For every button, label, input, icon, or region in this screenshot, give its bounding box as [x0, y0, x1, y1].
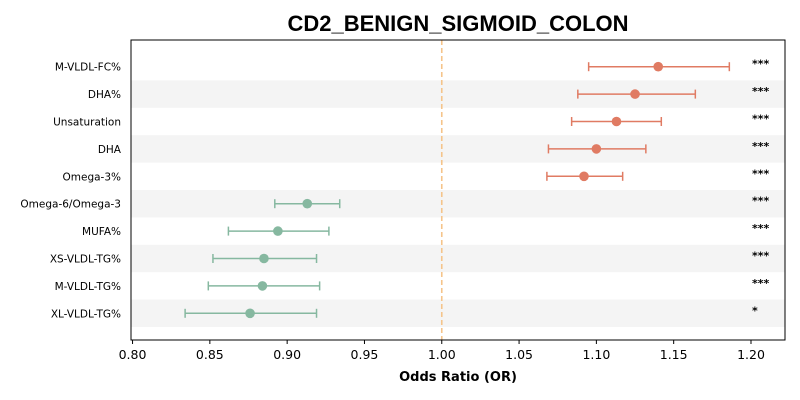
- row-label: Omega-6/Omega-3: [20, 199, 121, 211]
- x-tick-label: 1.10: [582, 347, 610, 362]
- forest-row: M-VLDL-TG% ***: [55, 277, 770, 293]
- odds-ratio-point: [653, 61, 664, 72]
- odds-ratio-point: [611, 116, 622, 127]
- x-tick-label: 0.90: [273, 347, 301, 362]
- x-axis-label: Odds Ratio (OR): [399, 370, 517, 385]
- plot-frame: [130, 39, 786, 341]
- x-tick-label: 1.15: [660, 347, 688, 362]
- row-label: M-VLDL-FC%: [55, 62, 121, 74]
- x-tick-label: 0.80: [119, 347, 147, 362]
- odds-ratio-point: [273, 226, 283, 236]
- significance-label: ***: [752, 113, 770, 126]
- odds-ratio-point: [245, 308, 255, 319]
- forest-row: MUFA% ***: [82, 222, 769, 238]
- significance-label: *: [752, 304, 758, 317]
- forest-row: Unsaturation ***: [53, 113, 769, 129]
- forest-row: Omega-3% ***: [63, 167, 770, 183]
- odds-ratio-point: [259, 253, 269, 264]
- row-label: DHA: [98, 144, 122, 156]
- odds-ratio-point: [630, 89, 640, 99]
- forest-row: XS-VLDL-TG% ***: [50, 250, 770, 266]
- x-tick-label: 1.05: [505, 347, 533, 362]
- significance-label: ***: [752, 277, 770, 290]
- row-label: XS-VLDL-TG%: [50, 254, 121, 266]
- significance-label: ***: [752, 167, 770, 180]
- row-stripes: [131, 80, 785, 327]
- significance-label: ***: [752, 140, 770, 153]
- significance-label: ***: [752, 250, 770, 263]
- significance-label: ***: [752, 58, 770, 71]
- row-label: XL-VLDL-TG%: [51, 308, 121, 320]
- odds-ratio-point: [591, 144, 602, 154]
- significance-label: ***: [752, 195, 770, 208]
- x-tick-label: 0.85: [196, 347, 224, 362]
- row-label: M-VLDL-TG%: [55, 281, 121, 293]
- x-tick-label: 0.95: [351, 347, 379, 362]
- x-axis-ticks: 0.80 0.85 0.90 0.95 1.00 1.05 1.10 1.15 1.20: [119, 340, 765, 362]
- row-label: Omega-3%: [63, 171, 122, 183]
- odds-ratio-point: [302, 198, 313, 209]
- odds-ratio-point: [257, 281, 268, 291]
- forest-row: M-VLDL-FC% ***: [55, 58, 770, 74]
- significance-label: ***: [752, 85, 770, 98]
- row-label: Unsaturation: [53, 117, 121, 129]
- x-tick-label: 1.20: [737, 347, 765, 362]
- x-tick-label: 1.00: [428, 347, 456, 362]
- row-label: MUFA%: [82, 226, 121, 238]
- data-rows: M-VLDL-FC% ***DHA% ***Unsaturation ***DHA **…: [20, 58, 769, 321]
- odds-ratio-point: [579, 171, 589, 182]
- forest-row: DHA% ***: [88, 85, 770, 101]
- forest-row: DHA ***: [98, 140, 770, 156]
- row-stripe: [131, 135, 785, 163]
- chart-title: CD2_BENIGN_SIGMOID_COLON: [287, 11, 628, 36]
- row-stripe: [131, 190, 785, 218]
- forest-row: XL-VLDL-TG% *: [51, 304, 758, 320]
- forest-row: Omega-6/Omega-3 ***: [20, 195, 769, 211]
- significance-label: ***: [752, 222, 770, 235]
- row-label: DHA%: [88, 89, 121, 101]
